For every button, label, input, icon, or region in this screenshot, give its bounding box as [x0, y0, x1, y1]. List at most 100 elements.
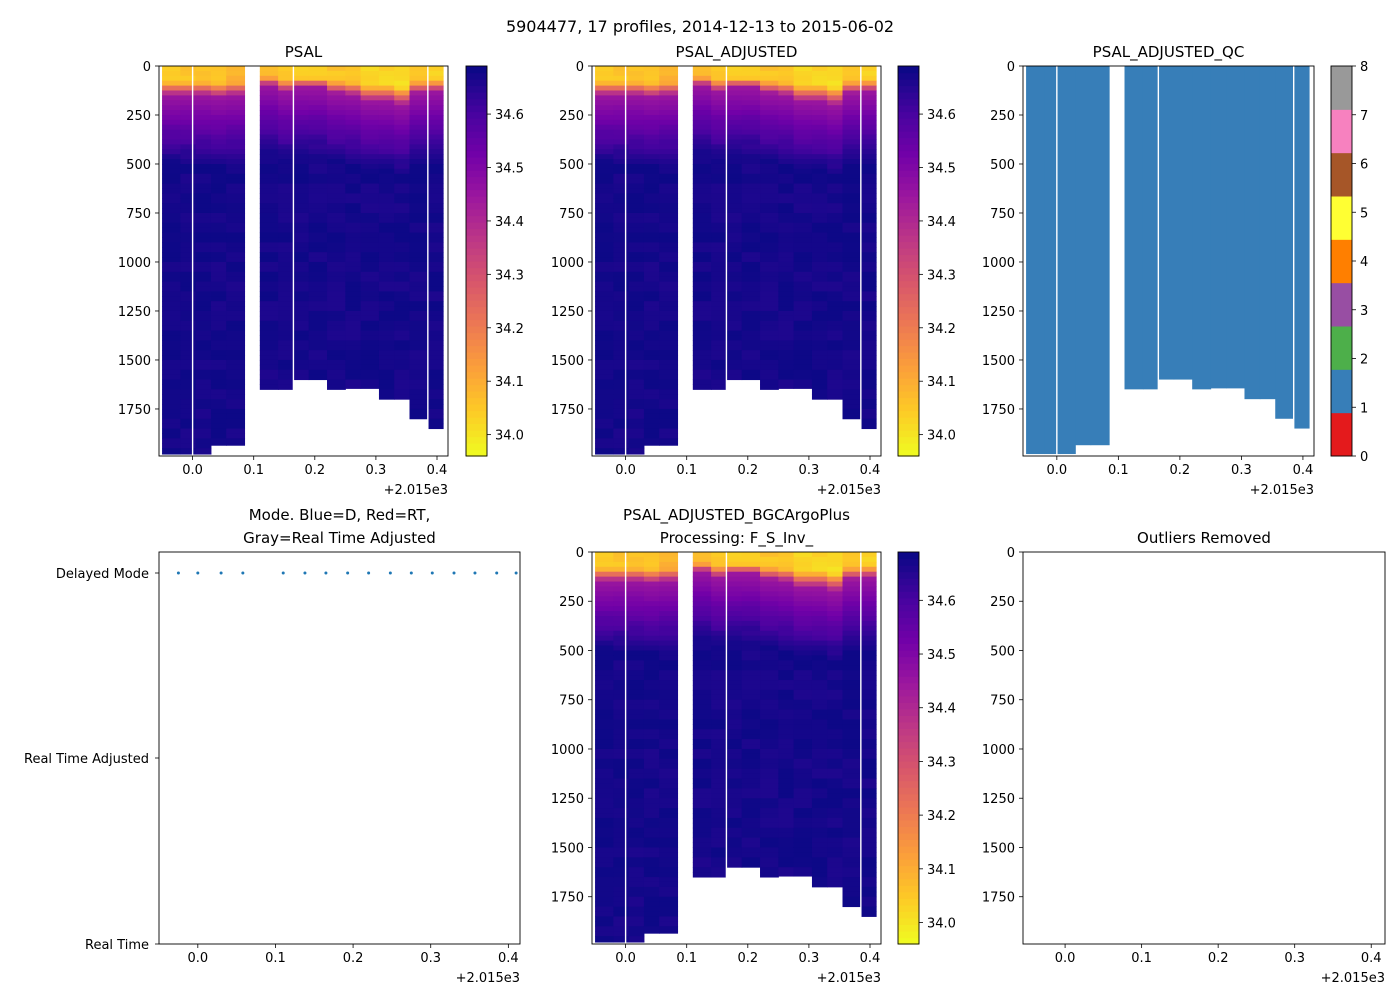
psal-adjusted-cell [778, 119, 795, 126]
psal-bgc-cell [628, 724, 645, 730]
psal-cell [327, 124, 346, 131]
psal-bgc-cell [711, 793, 727, 799]
psal-adjusted-cell [793, 369, 813, 376]
psal-adjusted-qc-colorbar-segment [1331, 282, 1352, 327]
psal-cell [394, 129, 411, 136]
psal-cell [378, 257, 395, 263]
psal-adjusted-cell [860, 350, 877, 356]
psal-adjusted-cell [827, 139, 844, 145]
psal-colorbar-band [466, 397, 487, 405]
psal-bgc-cell [778, 867, 795, 873]
psal-adjusted-cell [628, 291, 645, 297]
psal-cell [345, 85, 362, 91]
psal-cell [378, 178, 395, 185]
psal-bgc-cell [643, 729, 660, 735]
psal-cell [162, 134, 181, 140]
psal-bgc-cell [711, 739, 727, 745]
psal-adjusted-cell [711, 119, 727, 126]
psal-adjusted-cell [628, 114, 645, 121]
psal-cell [210, 276, 227, 283]
psal-cell [327, 350, 346, 356]
psal-cell [162, 90, 181, 96]
psal-bgc-cell [760, 640, 779, 647]
psal-bgc-cell [741, 817, 761, 824]
psal-bgc-cell [613, 837, 630, 844]
psal-adjusted-cell [741, 134, 761, 140]
psal-adjusted-cell [741, 330, 761, 336]
psal-adjusted-colorbar-band [898, 436, 919, 444]
psal-bgc-cell [811, 675, 828, 681]
psal-adjusted-cell [760, 252, 779, 258]
mode-title-line2: Gray=Real Time Adjusted [243, 529, 436, 547]
psal-adjusted-cell [811, 168, 828, 175]
psal-cell [293, 296, 310, 302]
psal-bgc-cell [741, 606, 761, 612]
psal-adjusted-cell [613, 159, 630, 165]
psal-adjusted-cell [659, 364, 679, 371]
psal-adjusted-cell [659, 379, 679, 385]
psal-adjusted-cell [827, 85, 844, 91]
psal-adjusted-cell [760, 159, 779, 165]
psal-cell [394, 301, 411, 307]
psal-bgc-cell [827, 753, 844, 760]
psal-cell [195, 413, 212, 420]
psal-adjusted-cell [726, 286, 743, 292]
psal-cell [162, 193, 181, 199]
psal-bgc-cell [778, 788, 795, 794]
psal-cell [293, 110, 310, 116]
psal-adjusted-colorbar-band [898, 365, 919, 373]
psal-bgc-cell [811, 660, 828, 666]
psal-adjusted-cell [741, 242, 761, 248]
psal-cell [226, 100, 246, 106]
psal-adjusted-cell [827, 389, 844, 395]
psal-cell [427, 257, 444, 263]
psal-cell [378, 154, 395, 160]
psal-cell [327, 247, 346, 253]
psal-adjusted-cell [613, 227, 630, 234]
psal-cell [427, 389, 444, 395]
psal-adjusted-cell [613, 325, 630, 332]
psal-bgc-cell [842, 803, 862, 809]
psal-cell [226, 345, 246, 351]
psal-adjusted-cell [827, 75, 844, 82]
psal-adjusted-cell [692, 325, 712, 332]
psal-adjusted-cell [827, 257, 844, 263]
psal-bgc-cell [760, 842, 779, 848]
psal-bgc-cell [643, 783, 660, 789]
psal-bgc-cell [613, 872, 630, 878]
psal-adjusted-cell [643, 355, 660, 361]
psal-cell [378, 350, 395, 356]
psal-bgc-cell [692, 620, 712, 627]
psal-bgc-cell [726, 684, 743, 691]
psal-adjusted-qc-ytick-label: 1000 [982, 256, 1015, 271]
psal-cell [308, 310, 328, 317]
psal-adjusted-cell [793, 173, 813, 180]
psal-cell [162, 217, 181, 224]
psal-bgc-cell [613, 739, 630, 745]
psal-adjusted-cell [827, 163, 844, 170]
psal-colorbar-band [466, 254, 487, 262]
psal-bgc-cell [827, 689, 844, 696]
psal-adjusted-cell [741, 271, 761, 278]
psal-cell [210, 75, 227, 82]
psal-adjusted-cell [842, 355, 862, 361]
psal-bgc-cell [595, 699, 614, 706]
psal-adjusted-cell [778, 340, 795, 346]
psal-colorbar-band [466, 436, 487, 444]
psal-bgc-cell [659, 886, 679, 893]
psal-adjusted-cell [659, 257, 679, 263]
psal-cell [293, 350, 310, 356]
psal-adjusted-cell [860, 105, 877, 111]
psal-bgc-cell [711, 773, 727, 780]
psal-cell [293, 70, 310, 77]
psal-cell [195, 364, 212, 371]
psal-bgc-cell [842, 744, 862, 750]
psal-adjusted-cell [741, 183, 761, 189]
psal-cell [345, 198, 362, 204]
psal-bgc-cell [760, 689, 779, 696]
psal-adjusted-cell [692, 379, 712, 385]
psal-bgc-cell [692, 803, 712, 809]
psal-adjusted-cell [595, 178, 614, 185]
psal-adjusted-cell [778, 232, 795, 238]
psal-adjusted-cell [659, 310, 679, 317]
